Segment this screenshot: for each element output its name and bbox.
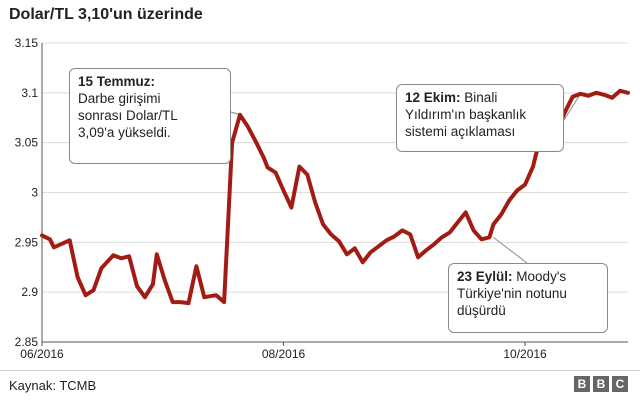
y-tick-label: 3.15 xyxy=(15,36,39,50)
annotation-leader xyxy=(493,236,528,264)
series-line-usd-try xyxy=(40,88,630,306)
annotation-12-ekim-line1: Binali xyxy=(464,90,498,105)
annotation-15-temmuz-line2: sonrası Dolar/TL xyxy=(78,108,178,123)
annotation-23-eylul-line1: Moody's xyxy=(516,269,567,284)
bbc-logo-letter-1: B xyxy=(574,376,590,392)
x-tick-label: 06/2016 xyxy=(20,347,64,361)
annotation-15-temmuz-line1: Darbe girişimi xyxy=(78,91,161,106)
annotation-leader xyxy=(563,93,581,121)
annotation-12-ekim: 12 Ekim: Binali Yıldırım'ın başkanlık si… xyxy=(396,84,564,152)
y-tick-label: 2.9 xyxy=(21,285,38,299)
y-tick-label: 3 xyxy=(31,186,38,200)
y-tick-label: 2.85 xyxy=(15,335,39,349)
bbc-logo-letter-2: B xyxy=(593,376,609,392)
annotation-12-ekim-line3: sistemi açıklaması xyxy=(405,124,516,139)
annotation-23-eylul-line3: düşürdü xyxy=(457,303,506,318)
annotation-15-temmuz-date: 15 Temmuz: xyxy=(78,74,156,89)
source-label: Kaynak: TCMB xyxy=(9,378,97,393)
footer-divider xyxy=(0,370,640,371)
chart-title: Dolar/TL 3,10'un üzerinde xyxy=(9,6,203,23)
y-axis: 3.15 3.1 3.05 3 2.95 2.9 2.85 xyxy=(15,36,39,349)
annotation-23-eylul-line2: Türkiye'nin notunu xyxy=(457,286,567,301)
x-axis: 06/2016 08/2016 10/2016 xyxy=(20,43,628,361)
y-tick-label: 3.05 xyxy=(15,136,39,150)
annotation-15-temmuz: 15 Temmuz: Darbe girişimi sonrası Dolar/… xyxy=(69,68,231,164)
annotation-23-eylul: 23 Eylül: Moody's Türkiye'nin notunu düş… xyxy=(448,263,608,333)
x-tick-label: 08/2016 xyxy=(262,347,306,361)
line-chart: 3.15 3.1 3.05 3 2.95 2.9 2.85 06/2016 08/2016 10… xyxy=(15,36,630,361)
bbc-logo-letter-3: C xyxy=(612,376,628,392)
bbc-logo: B B C xyxy=(574,376,628,392)
annotation-12-ekim-date: 12 Ekim: xyxy=(405,90,461,105)
y-tick-label: 3.1 xyxy=(21,86,38,100)
annotation-23-eylul-date: 23 Eylül: xyxy=(457,269,513,284)
annotation-12-ekim-line2: Yıldırım'ın başkanlık xyxy=(405,107,527,122)
x-tick-label: 10/2016 xyxy=(503,347,547,361)
y-tick-label: 2.95 xyxy=(15,235,39,249)
annotation-15-temmuz-line3: 3,09'a yükseldi. xyxy=(78,125,171,140)
